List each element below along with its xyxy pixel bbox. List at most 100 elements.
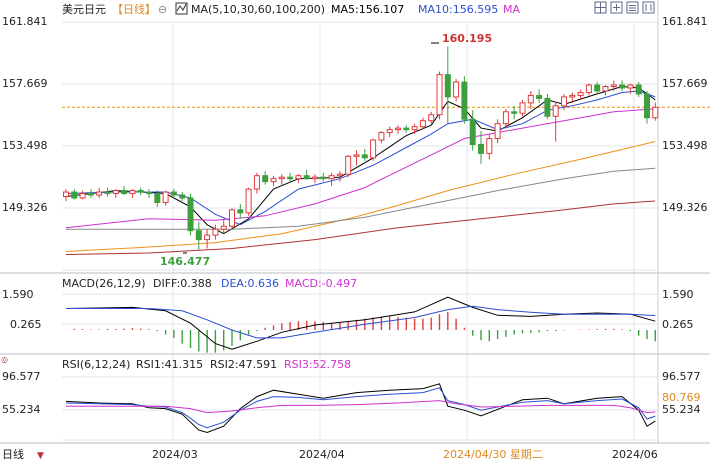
symbol-name: 美元日元	[62, 3, 106, 16]
candle-body-down	[154, 193, 161, 203]
candle-body-down	[461, 81, 468, 120]
candle	[278, 174, 285, 185]
candle	[644, 90, 650, 124]
candle-body-up	[312, 176, 318, 180]
candle-body-up	[502, 111, 509, 125]
rsi-axis-right-label: 55.234	[662, 403, 701, 416]
candle-body-down	[146, 191, 152, 195]
ma200-line	[65, 200, 656, 255]
candle	[469, 110, 476, 151]
x-axis-date-label: 2024/06	[612, 448, 658, 461]
candle-body-down	[287, 176, 294, 180]
list-icon[interactable]	[626, 1, 639, 14]
ma60-line	[65, 141, 656, 252]
candle-body-up	[494, 123, 501, 140]
candle-body-up	[411, 126, 418, 131]
candle	[552, 101, 559, 142]
price-axis-right-label: 149.326	[662, 201, 708, 214]
price-axis-left-label: 149.326	[2, 201, 48, 214]
candle	[561, 93, 567, 111]
candle	[129, 189, 136, 198]
candle	[502, 108, 509, 129]
candle	[544, 93, 551, 120]
rsi-axis-right-extra-label: 80.769	[662, 391, 701, 404]
candle-body-up	[569, 94, 576, 98]
ma10-value: MA10:156.595	[418, 3, 498, 16]
candle	[403, 125, 410, 133]
candle	[527, 90, 534, 109]
candle	[386, 126, 393, 138]
ma-legend-icon-glyph	[176, 3, 187, 12]
candle-body-up	[220, 225, 227, 230]
period-switch-chevron-icon[interactable]: ▼	[37, 451, 44, 461]
rsi3-line	[66, 400, 656, 414]
macd-dea-line	[66, 305, 656, 339]
candle	[594, 82, 601, 94]
list-icon-frame	[626, 1, 639, 14]
rsi1-line	[65, 383, 656, 434]
settings-icon[interactable]	[642, 1, 655, 14]
candle	[577, 89, 584, 100]
candle-body-up	[428, 114, 435, 122]
candlesticks	[63, 46, 659, 251]
candle	[345, 154, 352, 178]
candle	[619, 80, 626, 91]
macd-diff-value: DIFF:0.388	[153, 277, 212, 290]
candle-body-up	[345, 155, 352, 175]
candle-body-down	[403, 127, 410, 131]
rsi-title: RSI(6,12,24)	[62, 358, 130, 371]
ma-legend-icon[interactable]	[175, 2, 188, 15]
candle	[204, 229, 211, 249]
candle-body-up	[419, 120, 426, 128]
candle-body-up	[585, 84, 592, 93]
candle-body-up	[561, 96, 567, 107]
settings-toggle-icon[interactable]: ⊖	[158, 3, 167, 16]
macd-axis-right-label: 0.265	[662, 318, 694, 331]
candle	[71, 189, 78, 200]
candle-body-up	[204, 234, 211, 241]
candle	[170, 189, 177, 198]
candle-body-up	[328, 175, 335, 180]
candle-body-up	[129, 190, 136, 195]
candle	[585, 83, 592, 96]
candle-body-up	[295, 175, 302, 180]
ma-legend-icon-box	[175, 2, 188, 15]
low-price-label: 146.477	[160, 255, 210, 268]
candle-body-down	[195, 230, 202, 241]
candle	[411, 123, 418, 135]
candle	[627, 83, 634, 94]
candle-body-up	[253, 175, 260, 190]
resize-handle-icon[interactable]: ◎	[1, 355, 8, 364]
candle	[287, 172, 294, 182]
candle-body-down	[469, 118, 476, 145]
candle-body-up	[627, 84, 634, 89]
candle	[444, 46, 451, 124]
grid-lines	[62, 21, 658, 441]
candle-body-up	[602, 86, 609, 92]
candle-body-down	[478, 143, 484, 154]
candle	[602, 85, 609, 96]
candle	[519, 99, 526, 117]
candle-body-up	[278, 176, 285, 180]
candle-body-down	[361, 154, 368, 159]
candle-body-up	[519, 102, 526, 114]
period-label[interactable]: 【日线】	[112, 2, 156, 16]
fullscreen-icon[interactable]	[610, 1, 623, 14]
macd-axis-right-label: 1.590	[662, 288, 694, 301]
grid-icon[interactable]	[594, 1, 607, 14]
macd-axis-left-label: 1.590	[2, 288, 34, 301]
candle-body-up	[212, 228, 219, 236]
price-axis-left-label: 153.498	[2, 139, 48, 152]
candle-body-down	[644, 93, 650, 119]
candle-body-down	[544, 97, 551, 117]
moving-average-lines	[65, 85, 656, 255]
candle	[635, 82, 642, 97]
candle	[610, 80, 617, 91]
rsi-axis-left-label: 55.234	[2, 403, 41, 416]
period-switch-button[interactable]: 日线	[2, 447, 24, 461]
candle-body-down	[187, 197, 194, 232]
candle-body-down	[121, 190, 128, 195]
candle	[453, 79, 460, 102]
candle	[79, 190, 86, 200]
